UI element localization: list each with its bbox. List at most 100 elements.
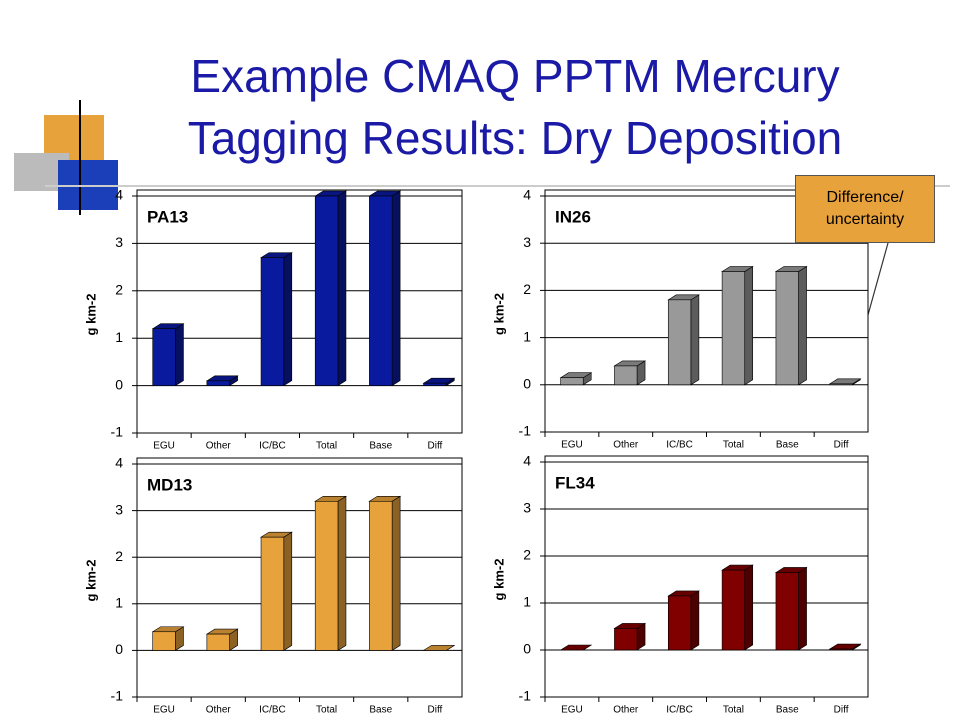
y-tick-label: 2 — [115, 548, 123, 564]
plot-area — [136, 189, 463, 434]
y-tick-label: 0 — [523, 376, 531, 392]
x-tick-label: EGU — [561, 705, 583, 716]
bar-side — [391, 495, 401, 651]
bar-side — [690, 294, 700, 386]
bar — [369, 195, 393, 386]
bar — [152, 328, 176, 386]
bar — [721, 569, 746, 651]
bar-side — [798, 566, 807, 651]
y-tick-label: 0 — [115, 641, 123, 657]
x-tick-label: Total — [316, 705, 337, 716]
bar-side — [744, 265, 754, 386]
bar — [775, 572, 799, 651]
y-tick-label: -1 — [519, 423, 532, 439]
y-tick-label: 3 — [115, 501, 123, 517]
bar — [667, 595, 692, 651]
bar-side — [391, 190, 401, 387]
x-tick-label: EGU — [153, 441, 175, 452]
callout: Difference/ uncertainty — [795, 175, 935, 243]
bar-side — [337, 190, 347, 387]
y-tick-label: -1 — [111, 688, 124, 704]
y-tick-label: 4 — [523, 453, 531, 469]
bar-side — [337, 495, 347, 651]
x-tick-label: Total — [316, 441, 337, 452]
y-tick-label: 4 — [115, 187, 123, 203]
x-tick-label: Other — [613, 705, 639, 716]
x-tick-label: Other — [206, 705, 232, 716]
bar-side — [744, 564, 754, 651]
x-tick-label: Base — [776, 440, 799, 451]
y-tick-label: 4 — [523, 187, 531, 203]
y-tick-label: 1 — [523, 594, 531, 610]
bar — [829, 383, 853, 386]
bar — [314, 500, 339, 651]
y-axis-label: g km-2 — [491, 293, 506, 335]
x-tick-label: Other — [613, 440, 639, 451]
x-tick-label: IC/BC — [666, 440, 693, 451]
bar — [206, 633, 230, 651]
bar — [260, 536, 285, 651]
plot-area — [136, 457, 463, 698]
x-tick-label: Total — [723, 440, 744, 451]
x-tick-label: IC/BC — [259, 441, 286, 452]
y-tick-label: 2 — [115, 282, 123, 298]
plot-area — [544, 455, 869, 698]
bar — [369, 500, 393, 651]
bar-side — [690, 590, 700, 651]
bar-side — [283, 252, 293, 387]
bar-top — [559, 644, 593, 651]
y-axis-label: g km-2 — [491, 559, 506, 601]
bar-side — [283, 531, 293, 651]
bar — [721, 271, 746, 386]
x-tick-label: Diff — [428, 441, 443, 452]
y-tick-label: 2 — [523, 281, 531, 297]
bar — [423, 382, 447, 386]
bar — [829, 648, 853, 651]
x-tick-label: Base — [369, 705, 392, 716]
x-tick-label: Base — [369, 441, 392, 452]
bar — [206, 380, 230, 386]
x-tick-label: Diff — [834, 440, 849, 451]
y-tick-label: 3 — [523, 234, 531, 250]
bar-top — [422, 645, 456, 651]
y-tick-label: -1 — [111, 424, 124, 440]
y-tick-label: 1 — [115, 329, 123, 345]
bar — [775, 271, 799, 386]
chart-label: FL34 — [555, 473, 595, 492]
chart-label: IN26 — [555, 207, 591, 226]
y-tick-label: 3 — [115, 234, 123, 250]
x-tick-label: Base — [776, 705, 799, 716]
chart-label: PA13 — [147, 207, 188, 226]
bar-side — [798, 265, 807, 386]
y-tick-label: 1 — [523, 328, 531, 344]
y-tick-label: 1 — [115, 595, 123, 611]
y-axis-label: g km-2 — [83, 560, 98, 602]
x-tick-label: Other — [206, 441, 232, 452]
bar — [560, 377, 584, 386]
x-tick-label: Total — [723, 705, 744, 716]
x-tick-label: EGU — [561, 440, 583, 451]
y-axis-label: g km-2 — [83, 294, 98, 336]
bar-side — [175, 323, 184, 387]
x-tick-label: IC/BC — [666, 705, 693, 716]
y-tick-label: 3 — [523, 500, 531, 516]
y-tick-label: 0 — [115, 376, 123, 392]
bar — [614, 628, 638, 651]
x-tick-label: EGU — [153, 705, 175, 716]
y-tick-label: -1 — [519, 688, 532, 704]
slide-title: Example CMAQ PPTM Mercury Tagging Result… — [187, 50, 843, 164]
y-tick-label: 0 — [523, 641, 531, 657]
bar — [260, 257, 285, 386]
bar — [667, 299, 692, 386]
bar — [314, 195, 339, 386]
x-tick-label: Diff — [428, 705, 443, 716]
chart-label: MD13 — [147, 475, 192, 494]
bar — [152, 631, 176, 651]
x-tick-label: IC/BC — [259, 705, 286, 716]
bar — [614, 365, 638, 386]
x-tick-label: Diff — [834, 705, 849, 716]
y-tick-label: 4 — [115, 455, 123, 471]
